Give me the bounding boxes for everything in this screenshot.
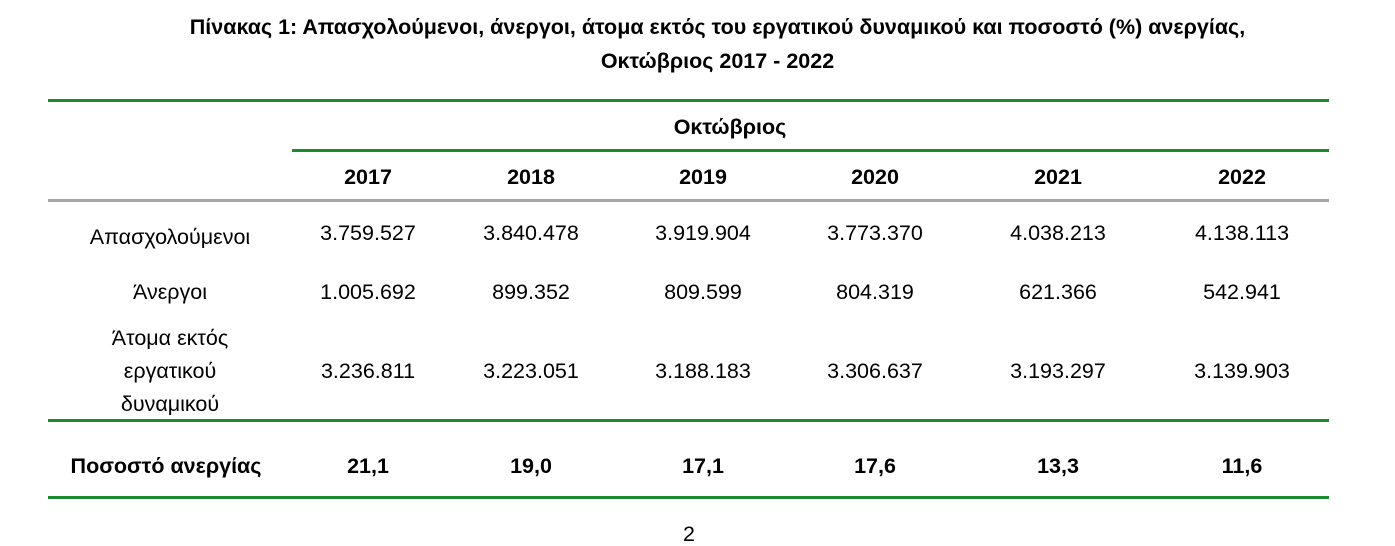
table-cell: 3.773.370: [827, 221, 923, 245]
year-header-2018: 2018: [507, 165, 555, 189]
table-cell: 3.193.297: [1010, 359, 1106, 383]
year-header-2019: 2019: [679, 165, 727, 189]
top-rule: [48, 99, 1329, 102]
table-cell: 542.941: [1203, 280, 1281, 304]
year-header-2022: 2022: [1218, 165, 1266, 189]
row-label-outside-labour-force: Άτομα εκτός εργατικού δυναμικού: [112, 322, 228, 421]
table-cell: 17,6: [854, 454, 896, 478]
table-cell: 809.599: [664, 280, 742, 304]
table-cell: 13,3: [1037, 454, 1079, 478]
row-label-line: δυναμικού: [120, 392, 220, 416]
group-header-rule: [292, 149, 1329, 152]
table-title: Πίνακας 1: Απασχολούμενοι, άνεργοι, άτομ…: [0, 10, 1395, 78]
row-label-line: Άτομα εκτός: [111, 326, 229, 350]
row-label-unemployed: Άνεργοι: [132, 280, 208, 304]
table-cell: 3.188.183: [655, 359, 751, 383]
table-cell: 3.306.637: [827, 359, 923, 383]
year-header-2017: 2017: [344, 165, 392, 189]
year-header-2020: 2020: [851, 165, 899, 189]
table-cell: 621.366: [1019, 280, 1097, 304]
table-cell: 1.005.692: [320, 280, 416, 304]
bottom-rule: [48, 496, 1329, 499]
table-cell: 3.759.527: [320, 221, 416, 245]
row-label-line: εργατικού: [123, 359, 217, 383]
table-cell: 3.223.051: [483, 359, 579, 383]
year-header-2021: 2021: [1034, 165, 1082, 189]
table-cell: 4.038.213: [1010, 221, 1106, 245]
table-cell: 3.919.904: [655, 221, 751, 245]
table-cell: 11,6: [1221, 454, 1263, 478]
row-label-unemployment-rate: Ποσοστό ανεργίας: [70, 454, 262, 478]
table-title-line-1: Πίνακας 1: Απασχολούμενοι, άνεργοι, άτομ…: [189, 15, 1246, 39]
total-row-top-rule: [48, 419, 1329, 422]
page-number: 2: [683, 522, 695, 546]
table-cell: 3.236.811: [320, 359, 416, 383]
group-header-month: Οκτώβριος: [673, 115, 787, 139]
table-cell: 804.319: [836, 280, 914, 304]
header-bottom-rule: [48, 199, 1329, 202]
table-cell: 3.840.478: [483, 221, 579, 245]
table-cell: 4.138.113: [1194, 221, 1290, 245]
row-label-employed: Απασχολούμενοι: [89, 225, 251, 249]
table-cell: 19,0: [510, 454, 552, 478]
table-cell: 17,1: [682, 454, 724, 478]
table-title-line-2: Οκτώβριος 2017 - 2022: [600, 49, 835, 73]
table-cell: 21,1: [347, 454, 389, 478]
table-cell: 3.139.903: [1194, 359, 1290, 383]
table-cell: 899.352: [492, 280, 570, 304]
